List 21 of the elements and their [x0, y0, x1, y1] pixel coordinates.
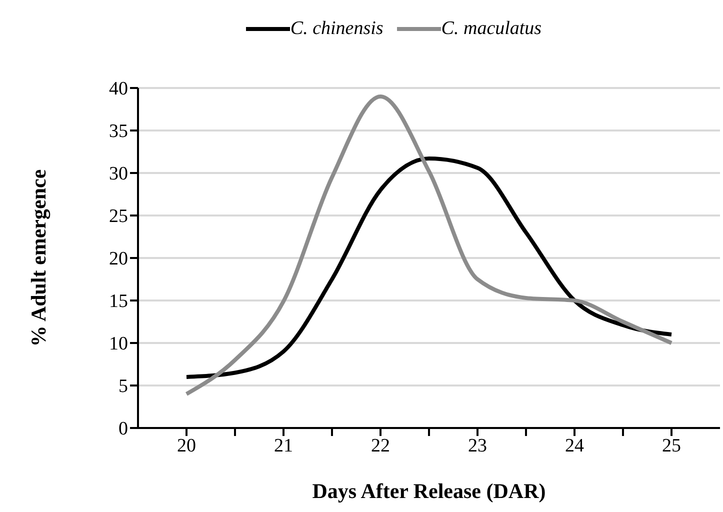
legend-label: C. chinensis: [290, 18, 384, 40]
y-tick-label: 40: [109, 78, 128, 100]
y-tick-label: 15: [109, 291, 128, 312]
y-tick-label: 20: [109, 248, 128, 270]
x-tick-label: 24: [565, 435, 584, 456]
x-tick-label: 22: [371, 435, 390, 456]
x-tick-label: 21: [274, 435, 293, 456]
y-axis-title: % Adult emergence: [26, 169, 50, 347]
x-tick-label: 23: [468, 435, 487, 456]
line-series: [184, 156, 674, 379]
x-axis-title: Days After Release (DAR): [312, 479, 546, 503]
y-tick-label: 30: [109, 164, 128, 185]
y-tick-label: 5: [118, 376, 128, 398]
line-series: [184, 94, 674, 396]
y-tick-label: 35: [109, 121, 128, 142]
x-tick-label: 25: [662, 435, 681, 456]
x-tick-label: 20: [177, 435, 196, 456]
legend-label: C. maculatus: [441, 18, 542, 40]
y-tick-label: 0: [118, 418, 128, 440]
y-tick-label: 25: [109, 206, 128, 228]
y-tick-label: 10: [109, 334, 128, 355]
